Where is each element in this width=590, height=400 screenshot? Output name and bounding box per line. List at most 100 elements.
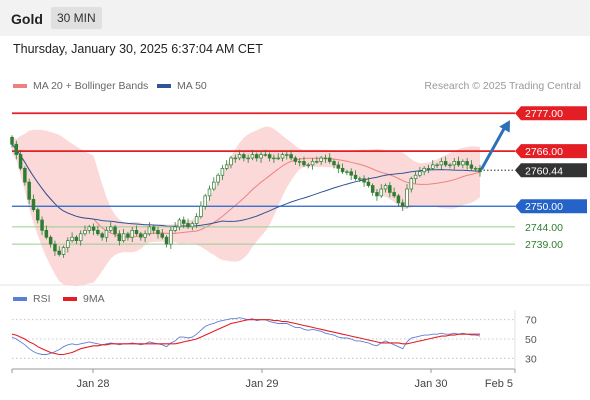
candle [147, 222, 152, 236]
candle [293, 155, 298, 165]
level-tag-2766.00 [515, 144, 587, 159]
candle-body [280, 154, 285, 159]
candle [199, 201, 203, 219]
candle-body [10, 136, 14, 145]
level-label-2744.00: 2744.00 [525, 222, 563, 234]
candle [362, 175, 366, 187]
candle [186, 218, 190, 229]
candle-body [379, 188, 383, 197]
candle-body [340, 167, 345, 173]
candle-body [36, 209, 40, 221]
candle-body [100, 233, 104, 238]
candle-body [233, 157, 238, 160]
candle [121, 228, 126, 243]
candle-body [375, 192, 379, 197]
candle [143, 230, 147, 243]
candle [224, 160, 229, 171]
candle-body [109, 226, 113, 231]
rsi-swatch [13, 297, 27, 301]
candle-body [177, 219, 182, 228]
candle [87, 224, 92, 234]
candle-body [435, 164, 439, 167]
candle-body [336, 164, 341, 169]
candle [422, 166, 426, 176]
candle-body [216, 174, 220, 183]
candle-body [452, 161, 456, 166]
level-label-2760.44: 2760.44 [525, 165, 563, 177]
candle-body [332, 161, 336, 166]
candle-body [186, 223, 190, 228]
candle [27, 178, 31, 205]
candle [478, 164, 482, 177]
candle [431, 160, 435, 171]
candle-body [315, 161, 319, 163]
x-tick-label: Jan 29 [245, 378, 278, 390]
candle [263, 149, 268, 157]
candle-body [224, 164, 229, 169]
candle-body [426, 167, 431, 170]
candle [23, 166, 27, 186]
candle-body [220, 167, 225, 176]
candle-body [160, 233, 165, 238]
candle-body [31, 198, 36, 211]
candle [139, 231, 143, 241]
candle [117, 230, 122, 246]
9ma-swatch [63, 297, 77, 301]
candle [392, 187, 396, 198]
candle [306, 162, 311, 169]
candle-body [276, 157, 280, 160]
candle [160, 228, 165, 240]
candle-body [388, 185, 392, 193]
candle [134, 225, 139, 236]
candle [409, 176, 414, 193]
rsi-line [11, 317, 481, 355]
candle [237, 149, 242, 161]
candle [104, 226, 109, 243]
candle [44, 225, 49, 240]
candle [332, 159, 336, 169]
candle [36, 207, 40, 224]
candle [216, 173, 220, 186]
legend-ma20: MA 20 + Bollinger Bands [13, 80, 148, 92]
candle [267, 152, 272, 162]
candle [280, 152, 285, 162]
credit-text: Research © 2025 Trading Central [424, 80, 581, 92]
candle [40, 216, 44, 236]
rsi-9ma-line [11, 319, 480, 356]
candle [473, 166, 478, 172]
candle-body [91, 226, 96, 231]
candle [220, 164, 225, 181]
candle-body [383, 185, 388, 190]
candle-body [151, 226, 156, 231]
candle-body [400, 202, 405, 207]
candle [126, 231, 130, 241]
candle-body [392, 192, 396, 197]
candle [212, 177, 216, 192]
candle-body [250, 154, 255, 159]
candle-body [61, 247, 66, 255]
candle [100, 231, 104, 241]
candle-body [465, 161, 469, 166]
candle [461, 159, 465, 169]
level-tag-2760.44 [515, 163, 587, 178]
candle-body [181, 219, 186, 224]
candle-body [310, 161, 315, 166]
level-label-2739.00: 2739.00 [525, 239, 563, 251]
candle-body [327, 157, 332, 162]
candle-body [409, 178, 414, 190]
candle-body [237, 154, 242, 159]
interval-button[interactable]: 30 MIN [51, 7, 102, 29]
candle [242, 152, 246, 162]
candle [66, 237, 70, 253]
candle-body [74, 236, 79, 242]
rsi-tick-50: 50 [525, 334, 537, 346]
candle-body [362, 178, 366, 183]
ma50-line [11, 143, 481, 227]
candle-body [353, 174, 358, 180]
candle-body [57, 250, 61, 255]
level-label-2766.00: 2766.00 [525, 146, 563, 158]
candle [18, 149, 23, 171]
candle [31, 194, 36, 212]
candle-body [134, 229, 139, 235]
